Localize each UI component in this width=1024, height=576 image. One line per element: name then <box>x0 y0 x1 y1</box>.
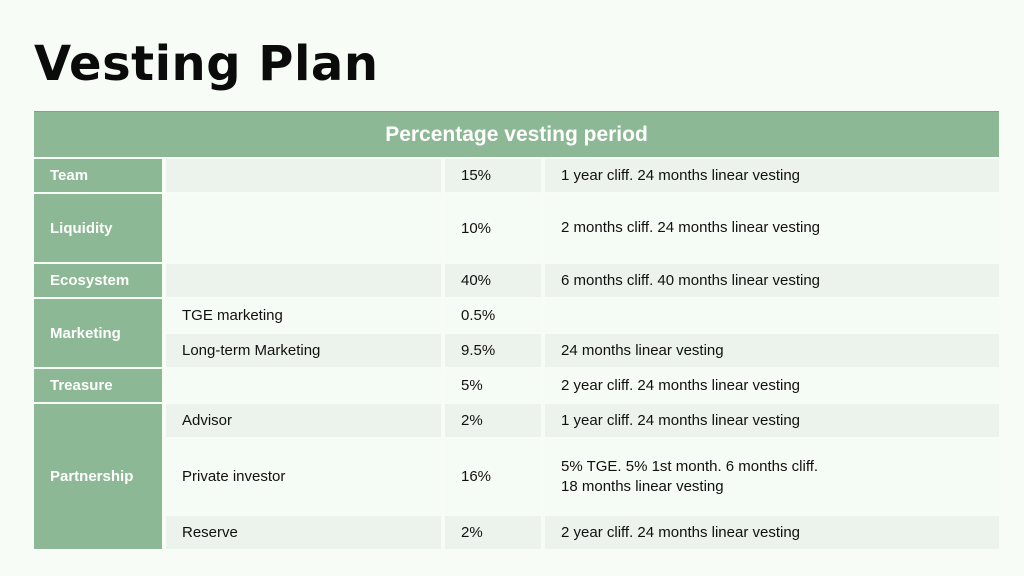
percent-cell: 9.5% <box>445 334 541 367</box>
percent-cell: 2% <box>445 404 541 437</box>
vesting-cell: 1 year cliff. 24 months linear vesting <box>545 159 999 192</box>
category-ecosystem: Ecosystem <box>34 264 162 297</box>
vesting-cell: 24 months linear vesting <box>545 334 999 367</box>
percent-cell: 5% <box>445 369 541 402</box>
subcategory-cell: Private investor <box>166 439 441 514</box>
vesting-table: Percentage vesting period Team 15% 1 yea… <box>34 111 999 549</box>
vesting-cell <box>545 299 999 332</box>
vesting-cell: 2 year cliff. 24 months linear vesting <box>545 369 999 402</box>
subcategory-cell <box>166 264 441 297</box>
percent-cell: 2% <box>445 516 541 549</box>
vesting-cell: 5% TGE. 5% 1st month. 6 months cliff. 18… <box>545 439 999 514</box>
category-partnership: Partnership <box>34 404 162 549</box>
subcategory-cell: Reserve <box>166 516 441 549</box>
subcategory-cell: Advisor <box>166 404 441 437</box>
subcategory-cell <box>166 159 441 192</box>
category-team: Team <box>34 159 162 192</box>
category-marketing: Marketing <box>34 299 162 367</box>
vesting-cell: 2 months cliff. 24 months linear vesting <box>545 194 999 262</box>
category-liquidity: Liquidity <box>34 194 162 262</box>
percent-cell: 10% <box>445 194 541 262</box>
vesting-text: 5% TGE. 5% 1st month. 6 months cliff. 18… <box>561 457 819 495</box>
percent-cell: 0.5% <box>445 299 541 332</box>
vesting-cell: 2 year cliff. 24 months linear vesting <box>545 516 999 549</box>
category-treasure: Treasure <box>34 369 162 402</box>
subcategory-cell <box>166 194 441 262</box>
subcategory-cell: Long-term Marketing <box>166 334 441 367</box>
table-header: Percentage vesting period <box>34 111 999 157</box>
subcategory-cell <box>166 369 441 402</box>
vesting-cell: 1 year cliff. 24 months linear vesting <box>545 404 999 437</box>
percent-cell: 15% <box>445 159 541 192</box>
vesting-cell: 6 months cliff. 40 months linear vesting <box>545 264 999 297</box>
percent-cell: 16% <box>445 439 541 514</box>
percent-cell: 40% <box>445 264 541 297</box>
page-title: Vesting Plan <box>34 36 379 92</box>
subcategory-cell: TGE marketing <box>166 299 441 332</box>
